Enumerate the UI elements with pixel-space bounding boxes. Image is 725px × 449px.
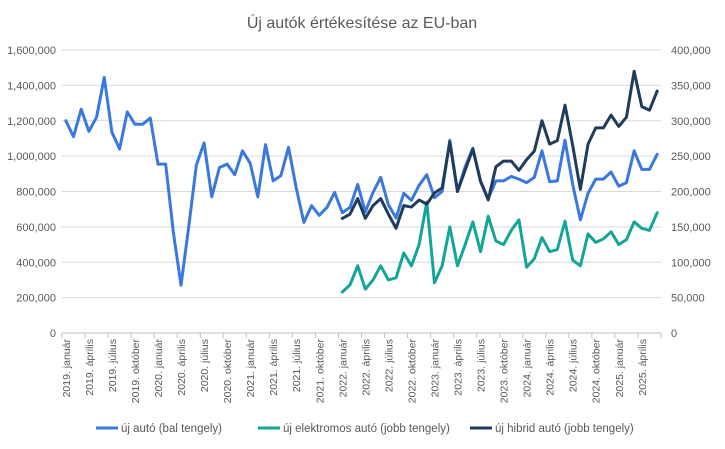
x-tick-label: 2020. október: [222, 339, 234, 404]
right-y-tick-label: 250,000: [671, 151, 711, 163]
left-y-tick-label: 1,200,000: [7, 116, 56, 128]
right-y-tick-label: 350,000: [671, 80, 711, 92]
series-lines: [64, 69, 659, 294]
series-line-0: [64, 75, 659, 287]
left-y-tick-label: 1,600,000: [7, 45, 56, 57]
x-tick-label: 2023. január: [429, 339, 441, 398]
right-y-tick-label: 100,000: [671, 257, 711, 269]
x-tick-label: 2024. április: [545, 339, 557, 396]
x-tick-label: 2019. július: [107, 339, 119, 392]
legend-label: új hibrid autó (jobb tengely): [495, 423, 634, 435]
left-y-tick-label: 600,000: [16, 222, 56, 234]
x-tick-label: 2022. július: [383, 339, 395, 392]
series-line-1: [340, 200, 659, 294]
right-y-tick-label: 400,000: [671, 45, 711, 57]
right-y-tick-label: 200,000: [671, 187, 711, 199]
left-y-tick-label: 1,000,000: [7, 151, 56, 163]
gridlines: [62, 49, 661, 299]
x-tick-label: 2020. január: [153, 339, 165, 398]
legend-label: új autó (bal tengely): [121, 423, 222, 435]
x-tick-label: 2020. április: [176, 339, 188, 396]
right-y-tick-label: 0: [671, 328, 677, 340]
x-tick-label: 2024. október: [591, 339, 603, 404]
x-tick-label: 2022. január: [337, 339, 349, 398]
x-tick-label: 2025. január: [614, 339, 626, 398]
left-y-axis: 0 200,000 400,000 600,000 800,000 1,000,000 1,…: [7, 45, 56, 340]
right-y-tick-label: 50,000: [671, 293, 705, 305]
x-tick-label: 2019. január: [61, 339, 73, 398]
legend: új autó (bal tengely) új elektromos autó …: [96, 423, 634, 435]
left-y-tick-label: 400,000: [16, 257, 56, 269]
chart-title: Új autók értékesítése az EU-ban: [247, 13, 477, 32]
x-tick-label: 2020. július: [199, 339, 211, 392]
x-tick-label: 2021. október: [314, 339, 326, 404]
x-tick-label: 2019. október: [130, 339, 142, 404]
x-tick-label: 2021. július: [291, 339, 303, 392]
x-tick-label: 2023. július: [476, 339, 488, 392]
x-tick-label: 2024. július: [568, 339, 580, 392]
x-tick-label: 2022. október: [406, 339, 418, 404]
x-tick-label: 2023. április: [452, 339, 464, 396]
x-tick-label: 2021. január: [245, 339, 257, 398]
legend-label: új elektromos autó (jobb tengely): [283, 423, 450, 435]
x-tick-label: 2019. április: [84, 339, 96, 396]
x-tick-label: 2022. április: [360, 339, 372, 396]
x-tick-label: 2024. január: [522, 339, 534, 398]
x-tick-label: 2021. április: [268, 339, 280, 396]
left-y-tick-label: 200,000: [16, 293, 56, 305]
series-line-2: [340, 69, 659, 230]
right-y-tick-label: 300,000: [671, 116, 711, 128]
right-y-tick-label: 150,000: [671, 222, 711, 234]
left-y-tick-label: 800,000: [16, 187, 56, 199]
x-axis: 2019. január 2019. április 2019. július 201…: [61, 332, 662, 404]
left-y-tick-label: 0: [50, 328, 56, 340]
right-y-axis: 0 50,000 100,000 150,000 200,000 250,000 300,0…: [671, 45, 711, 340]
x-tick-label: 2023. október: [499, 339, 511, 404]
x-tick-label: 2025. április: [637, 339, 649, 396]
left-y-tick-label: 1,400,000: [7, 80, 56, 92]
